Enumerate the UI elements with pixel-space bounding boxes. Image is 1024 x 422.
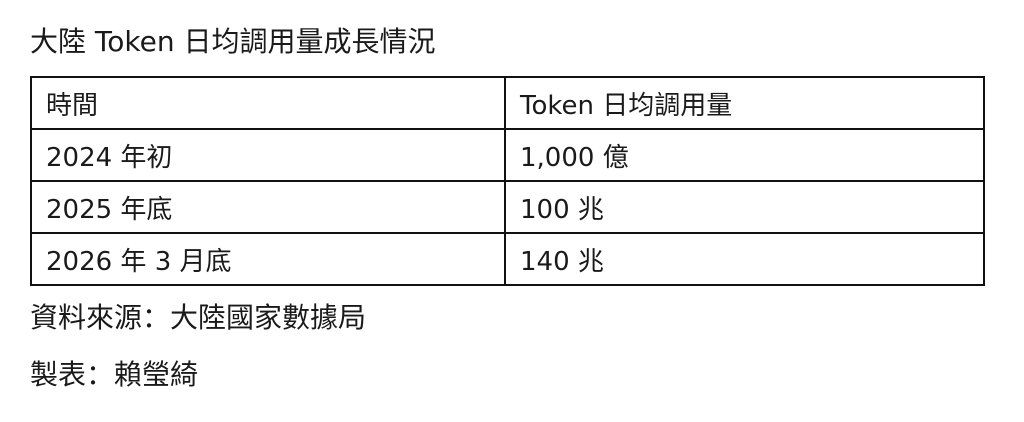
header-time: 時間 bbox=[30, 76, 506, 130]
cell-time: 2025 年底 bbox=[30, 180, 506, 234]
table-header-row: 時間 Token 日均調用量 bbox=[30, 76, 985, 130]
table-row: 2024 年初 1,000 億 bbox=[30, 128, 985, 182]
table-row: 2025 年底 100 兆 bbox=[30, 180, 985, 234]
cell-usage: 1,000 億 bbox=[504, 128, 985, 182]
cell-usage: 140 兆 bbox=[504, 232, 985, 286]
token-usage-table: 時間 Token 日均調用量 2024 年初 1,000 億 2025 年底 1… bbox=[30, 76, 985, 286]
author-note: 製表：賴瑩綺 bbox=[30, 358, 199, 391]
cell-time: 2026 年 3 月底 bbox=[30, 232, 506, 286]
source-note: 資料來源：大陸國家數據局 bbox=[30, 301, 367, 334]
cell-usage: 100 兆 bbox=[504, 180, 985, 234]
header-token-usage: Token 日均調用量 bbox=[504, 76, 985, 130]
cell-time: 2024 年初 bbox=[30, 128, 506, 182]
table-row: 2026 年 3 月底 140 兆 bbox=[30, 232, 985, 286]
table-title: 大陸 Token 日均調用量成長情況 bbox=[30, 25, 436, 58]
